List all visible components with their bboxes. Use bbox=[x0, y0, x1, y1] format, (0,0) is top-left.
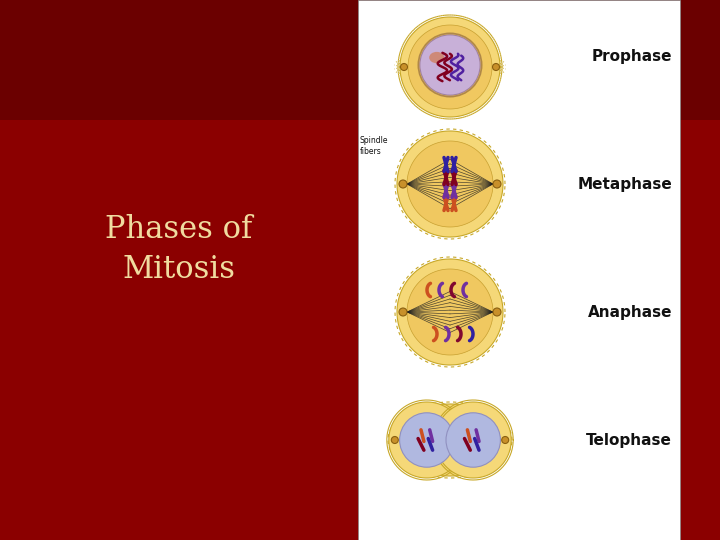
Ellipse shape bbox=[429, 52, 444, 63]
Circle shape bbox=[493, 180, 501, 188]
Circle shape bbox=[446, 413, 500, 467]
Circle shape bbox=[502, 436, 509, 443]
Polygon shape bbox=[390, 404, 510, 476]
Circle shape bbox=[492, 64, 500, 71]
Polygon shape bbox=[397, 259, 503, 365]
Polygon shape bbox=[389, 402, 465, 478]
Polygon shape bbox=[397, 131, 503, 237]
Polygon shape bbox=[407, 141, 493, 227]
Bar bbox=[0, 120, 720, 540]
Bar bbox=[0, 0, 720, 120]
Text: Mitosis: Mitosis bbox=[122, 254, 235, 286]
Polygon shape bbox=[408, 25, 492, 109]
Text: Prophase: Prophase bbox=[592, 50, 672, 64]
Text: Metaphase: Metaphase bbox=[577, 177, 672, 192]
Bar bbox=[358, 0, 680, 540]
Text: Phases of: Phases of bbox=[105, 214, 253, 246]
Circle shape bbox=[400, 64, 408, 71]
Circle shape bbox=[399, 308, 407, 316]
Circle shape bbox=[400, 413, 454, 467]
Text: Telophase: Telophase bbox=[586, 433, 672, 448]
Circle shape bbox=[493, 308, 501, 316]
Circle shape bbox=[420, 35, 480, 95]
Text: Anaphase: Anaphase bbox=[588, 305, 672, 320]
Circle shape bbox=[391, 436, 398, 443]
Polygon shape bbox=[407, 269, 493, 355]
Polygon shape bbox=[435, 402, 511, 478]
Circle shape bbox=[399, 180, 407, 188]
Polygon shape bbox=[400, 17, 500, 117]
Text: Spindle
fibers: Spindle fibers bbox=[360, 136, 389, 156]
